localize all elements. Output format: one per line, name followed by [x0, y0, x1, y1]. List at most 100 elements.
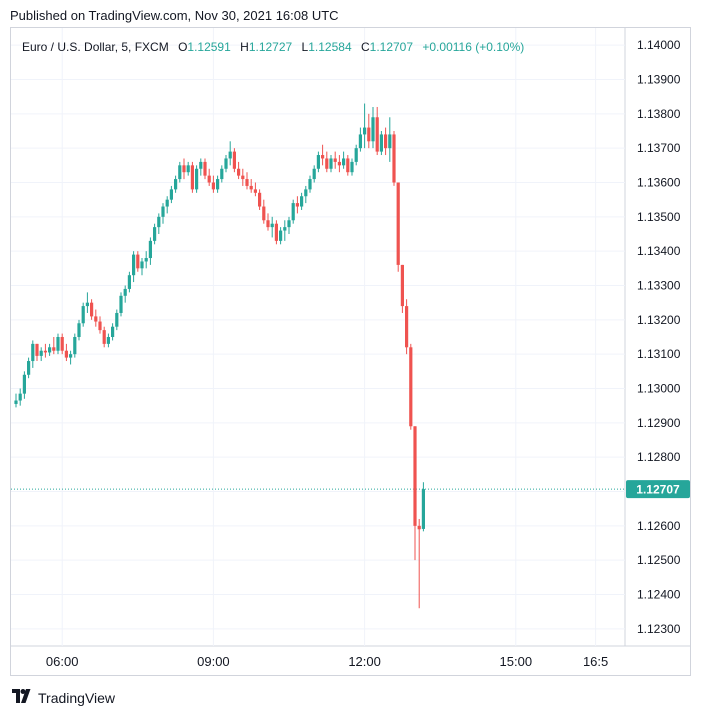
candle-body	[127, 275, 131, 289]
candle-body	[211, 182, 215, 190]
candle-body	[31, 343, 35, 362]
ohlc-legend: Euro / U.S. Dollar, 5, FXCM O1.12591 H 1.…	[22, 40, 524, 54]
candle-body	[77, 323, 81, 337]
candle-body	[186, 165, 190, 173]
candle-body	[56, 337, 60, 351]
candle-body	[274, 223, 278, 241]
candle-body	[379, 134, 383, 152]
candle-body	[228, 151, 232, 159]
candle-body	[140, 261, 144, 269]
candle-body	[148, 240, 152, 259]
candle-body	[371, 117, 375, 142]
candle-body	[27, 361, 31, 375]
candle-body	[190, 165, 194, 190]
candle-body	[69, 354, 73, 358]
brand-name: TradingView	[38, 689, 116, 706]
candle-body	[321, 155, 325, 159]
x-tick-label: 15:00	[500, 654, 533, 669]
candle-body	[195, 168, 199, 190]
candle-body	[396, 182, 400, 265]
close-label: C	[360, 40, 370, 54]
candle-body	[333, 158, 337, 162]
candle-body	[300, 196, 304, 207]
candle-body	[363, 127, 367, 135]
candle-body	[421, 489, 425, 529]
candle-body	[400, 264, 404, 307]
y-tick-label: 1.12500	[637, 553, 681, 567]
last-price-badge	[626, 480, 690, 499]
candle-body	[342, 158, 346, 166]
symbol-label[interactable]: Euro / U.S. Dollar, 5, FXCM	[22, 40, 169, 54]
candle-body	[375, 117, 379, 152]
x-tick-label: 16:5	[583, 654, 608, 669]
candle-body	[81, 306, 85, 324]
candle-body	[48, 347, 52, 353]
candle-body	[312, 168, 316, 180]
candle-body	[237, 168, 241, 176]
y-tick-label: 1.13900	[637, 73, 681, 87]
candle-body	[144, 258, 148, 262]
y-tick-label: 1.14000	[637, 38, 681, 52]
candle-body	[384, 134, 388, 149]
candle-body	[111, 326, 115, 337]
y-tick-label: 1.13000	[637, 382, 681, 396]
candle-body	[161, 206, 165, 217]
candle-body	[367, 127, 371, 142]
candle-body	[220, 168, 224, 180]
candle-body	[115, 312, 119, 327]
candle-body	[14, 400, 18, 404]
candle-body	[354, 148, 358, 162]
candle-body	[18, 393, 22, 401]
tradingview-footer[interactable]: TradingView	[12, 689, 115, 706]
candle-body	[157, 216, 161, 228]
candle-body	[73, 337, 77, 355]
open-label: O	[178, 40, 188, 54]
change-value: +0.00116 (+0.10%)	[422, 40, 525, 54]
chart-frame[interactable]	[10, 27, 691, 676]
candle-body	[119, 295, 123, 313]
candle-body	[39, 350, 43, 356]
candle-body	[165, 199, 169, 207]
candle-body	[405, 306, 409, 348]
candle-body	[249, 185, 253, 190]
candle-body	[409, 347, 413, 427]
high-label: H	[240, 40, 249, 54]
y-tick-label: 1.13400	[637, 244, 681, 258]
published-caption: Published on TradingView.com, Nov 30, 20…	[10, 8, 339, 23]
candle-body	[304, 189, 308, 197]
y-tick-label: 1.12600	[637, 519, 681, 533]
candle-body	[123, 288, 127, 296]
candle-body	[358, 134, 362, 149]
candle-body	[270, 223, 274, 228]
candle-body	[199, 161, 203, 169]
candle-body	[262, 206, 266, 221]
y-tick-label: 1.13600	[637, 176, 681, 190]
candle-body	[102, 330, 106, 344]
candle-body	[136, 254, 140, 269]
candle-body	[94, 316, 98, 322]
candle-body	[153, 227, 157, 241]
candle-body	[266, 220, 270, 228]
candle-body	[329, 158, 333, 169]
open-value: 1.12591	[187, 40, 231, 54]
candle-body	[169, 189, 173, 200]
low-value: 1.12584	[308, 40, 352, 54]
y-tick-label: 1.12900	[637, 416, 681, 430]
candle-body	[106, 337, 110, 344]
y-tick-label: 1.13100	[637, 347, 681, 361]
candle-body	[350, 161, 354, 173]
candle-body	[245, 179, 249, 186]
last-price-label: 1.12707	[636, 483, 680, 497]
candle-body	[224, 158, 228, 169]
candle-body	[85, 302, 89, 307]
candle-body	[60, 337, 64, 351]
candle-body	[174, 179, 178, 190]
close-value: 1.12707	[369, 40, 414, 54]
tradingview-logo-icon	[12, 689, 34, 706]
candle-body	[232, 151, 236, 169]
y-tick-label: 1.13500	[637, 210, 681, 224]
y-tick-label: 1.13300	[637, 279, 681, 293]
candle-body	[337, 161, 341, 166]
candle-body	[283, 227, 287, 231]
